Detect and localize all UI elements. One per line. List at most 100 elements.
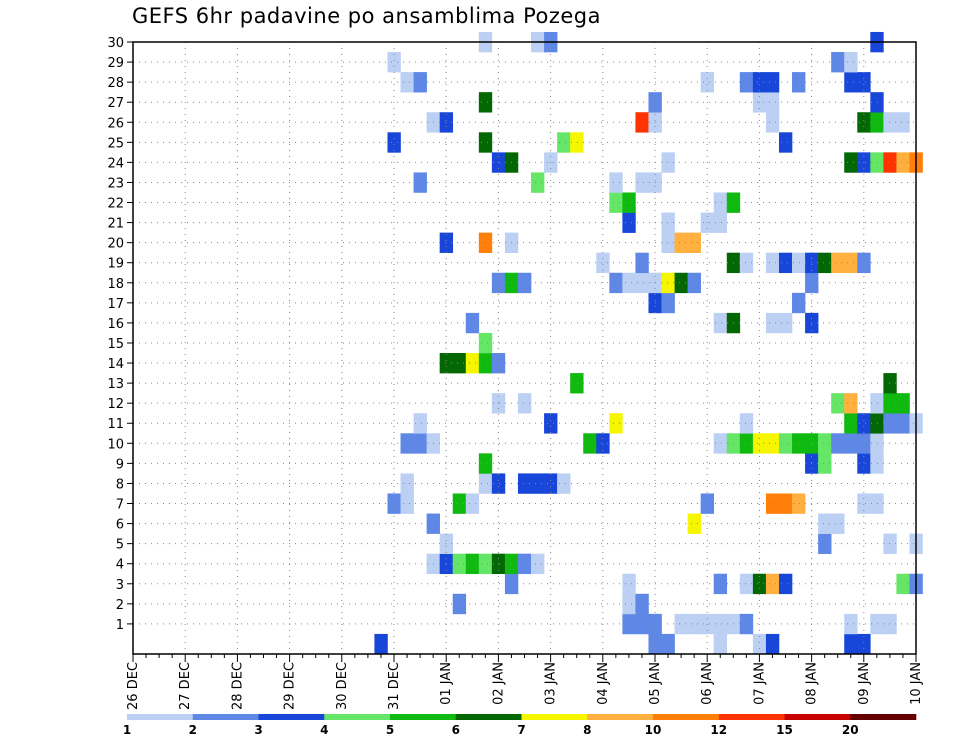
heatmap-cell	[818, 533, 832, 554]
heatmap-cell	[557, 473, 571, 494]
x-tick-label: 28 DEC	[230, 662, 245, 710]
x-tick-label: 04 JAN	[596, 662, 611, 705]
colorbar-segment	[127, 714, 194, 720]
heatmap-cell	[439, 112, 454, 133]
heatmap-cell	[491, 353, 506, 374]
heatmap-cell	[622, 573, 636, 595]
heatmap-cell	[478, 92, 493, 113]
colorbar-segment	[390, 714, 457, 720]
heatmap-cell	[648, 633, 662, 655]
heatmap-cell	[517, 393, 532, 414]
heatmap-cell	[844, 152, 858, 173]
heatmap-cell	[413, 172, 427, 193]
y-axis: 1234567891011121314151617181920212223242…	[107, 36, 133, 633]
y-tick-label: 14	[107, 357, 124, 372]
y-tick-label: 29	[107, 56, 124, 71]
heatmap-cell	[635, 112, 649, 133]
colorbar-label: 7	[517, 723, 525, 737]
heatmap-cell	[517, 473, 532, 494]
heatmap-cell	[661, 152, 675, 173]
colorbar-segment	[850, 714, 917, 720]
heatmap-cell	[792, 72, 806, 93]
colorbar-segment	[718, 714, 785, 720]
heatmap-cell	[570, 132, 584, 153]
heatmap-cell	[896, 112, 910, 133]
x-tick-label: 05 JAN	[648, 662, 663, 705]
heatmap-cell	[857, 112, 871, 133]
colorbar-label: 5	[386, 723, 394, 737]
heatmap-cell	[818, 433, 832, 454]
heatmap-cell	[752, 72, 767, 93]
heatmap-cell	[439, 353, 454, 374]
colorbar-label: 3	[254, 723, 262, 737]
heatmap-cell	[857, 633, 871, 655]
heatmap-cell	[478, 132, 493, 153]
colorbar-segment	[587, 714, 654, 720]
y-tick-label: 21	[107, 217, 124, 232]
heatmap-cell	[609, 192, 623, 213]
heatmap-cell	[883, 413, 897, 434]
heatmap-cell	[439, 553, 454, 575]
colorbar-label: 15	[776, 723, 793, 737]
colorbar-label: 6	[452, 723, 460, 737]
heatmap-cell	[778, 252, 793, 274]
heatmap-cell	[465, 353, 480, 374]
x-tick-label: 31 DEC	[387, 662, 402, 710]
heatmap-cell	[896, 573, 910, 595]
heatmap-cell	[883, 373, 897, 394]
y-tick-label: 3	[116, 578, 124, 593]
heatmap-cell	[778, 312, 793, 334]
y-tick-label: 17	[107, 297, 124, 312]
x-tick-label: 06 JAN	[700, 662, 715, 705]
y-tick-label: 20	[107, 237, 124, 252]
heatmap-cell	[765, 92, 780, 113]
heatmap-cell	[844, 633, 858, 655]
colorbar-label: 2	[189, 723, 197, 737]
heatmap-cell	[687, 232, 701, 253]
heatmap-cell	[831, 433, 845, 454]
heatmap-cell	[765, 72, 780, 93]
y-tick-label: 7	[116, 498, 124, 513]
x-axis: 26 DEC 27 DEC 28 DEC 29 DEC 30 DEC 31 DEC 01 J…	[126, 654, 924, 710]
heatmap-cell	[831, 52, 845, 73]
heatmap-cell	[465, 312, 480, 334]
heatmap-cell	[883, 152, 897, 173]
heatmap-cell	[387, 52, 401, 73]
x-tick-label: 30 DEC	[335, 662, 350, 710]
heatmap-cell	[452, 493, 467, 514]
heatmap-cell	[713, 633, 728, 655]
heatmap-cell	[635, 272, 649, 294]
heatmap-cell	[452, 553, 467, 575]
heatmap-cell	[622, 593, 636, 615]
x-tick-label: 07 JAN	[752, 662, 767, 705]
x-tick-label: 03 JAN	[544, 662, 559, 705]
x-tick-label: 26 DEC	[126, 662, 141, 710]
heatmap-cell	[400, 433, 414, 454]
heatmap-cell	[883, 393, 897, 414]
heatmap-cell	[792, 493, 806, 514]
colorbar-segment	[784, 714, 851, 720]
heatmap-cell	[687, 613, 701, 635]
heatmap-cell	[596, 433, 610, 454]
heatmap-cell	[478, 353, 493, 374]
heatmap-cell	[778, 573, 793, 595]
heatmap-cell	[387, 493, 401, 514]
y-tick-label: 24	[107, 156, 124, 171]
heatmap-cell	[765, 312, 780, 334]
y-tick-label: 27	[107, 96, 124, 111]
heatmap-cell	[778, 433, 793, 454]
y-tick-label: 19	[107, 257, 124, 272]
colorbar-label: 12	[710, 723, 727, 737]
heatmap-cell	[818, 453, 832, 474]
heatmap-cell	[531, 553, 545, 575]
x-tick-label: 01 JAN	[439, 662, 454, 705]
heatmap-cell	[400, 493, 414, 514]
heatmap-cell	[765, 112, 780, 133]
x-tick-label: 02 JAN	[491, 662, 506, 705]
heatmap-cell	[465, 553, 480, 575]
y-tick-label: 28	[107, 76, 124, 91]
heatmap-cell	[674, 272, 688, 294]
heatmap-cell	[752, 433, 767, 454]
heatmap-cell	[661, 232, 675, 253]
